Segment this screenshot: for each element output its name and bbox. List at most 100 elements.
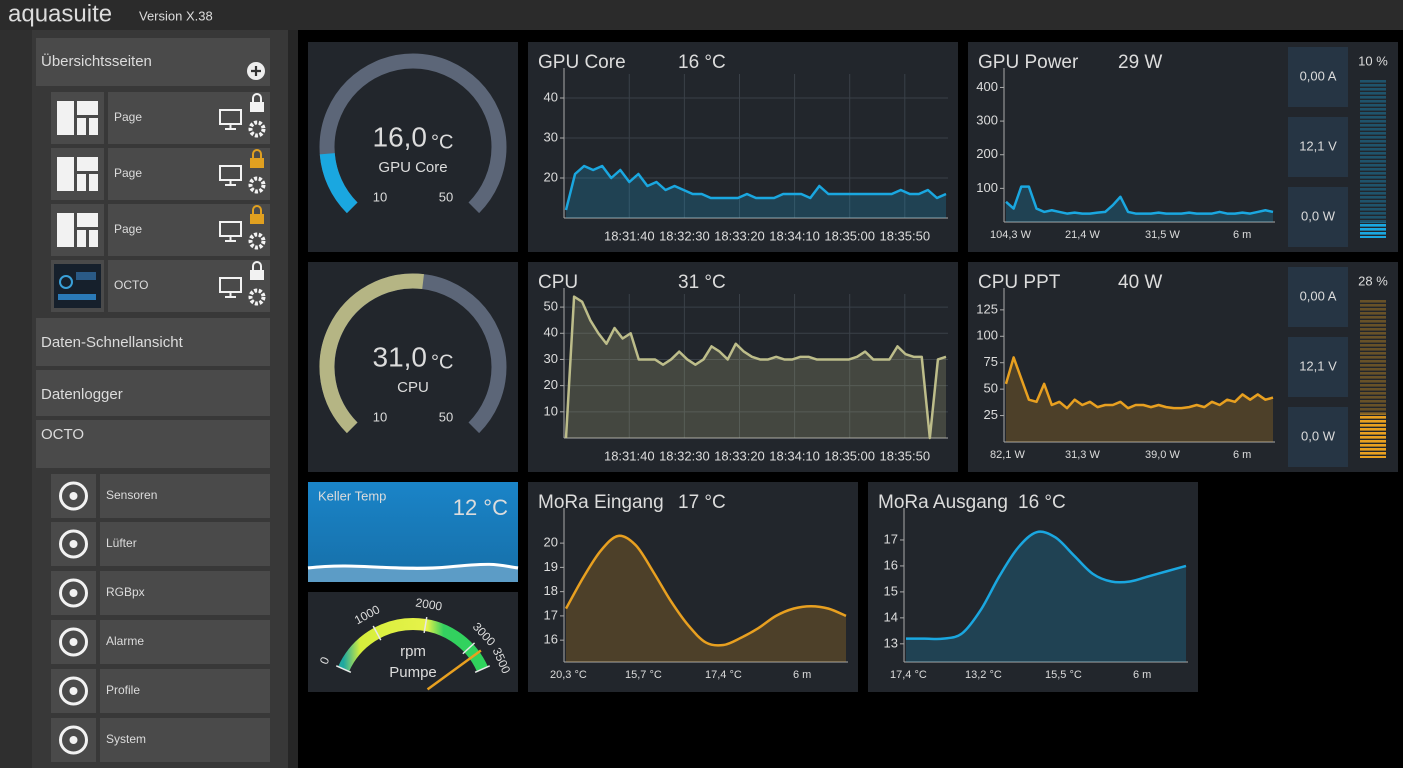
gauge-value-arc	[319, 273, 424, 434]
page-thumbnail	[59, 275, 73, 289]
x-tick-label: 18:32:30	[659, 228, 710, 243]
chart-title: GPU Power	[978, 52, 1079, 73]
current-value: 29 W	[1118, 52, 1162, 73]
y-tick-label: 20	[544, 377, 558, 392]
y-tick-label: 10	[544, 403, 558, 418]
gauge-max: 50	[439, 189, 453, 204]
page-item[interactable]	[108, 92, 270, 144]
device-label: Sensoren	[106, 488, 157, 502]
page-icon	[77, 157, 98, 171]
area-fill	[906, 531, 1186, 662]
x-tick-label: 18:33:20	[714, 448, 765, 463]
nav-item[interactable]	[36, 38, 270, 86]
chart-title: GPU Core	[538, 52, 626, 73]
add-icon-plus	[251, 66, 261, 76]
current-value: 16 °C	[1018, 492, 1066, 513]
page-icon	[77, 118, 86, 135]
monitor-stand	[225, 292, 236, 298]
device-icon	[69, 589, 78, 597]
device-icon	[69, 540, 78, 548]
device-label: System	[106, 732, 146, 746]
page-icon	[89, 118, 98, 135]
y-tick-label: 40	[544, 89, 558, 104]
load-fill	[1360, 222, 1386, 238]
readout-value: 0,0 W	[1301, 428, 1336, 443]
device-label: Lüfter	[106, 536, 137, 550]
widget-panel	[868, 482, 1198, 692]
page-item[interactable]	[108, 148, 270, 200]
gear-icon[interactable]	[248, 288, 266, 306]
page-item[interactable]	[108, 204, 270, 256]
load-track	[1360, 80, 1386, 238]
device-item[interactable]	[100, 669, 270, 713]
readout-box	[1288, 187, 1348, 247]
device-item[interactable]	[100, 718, 270, 762]
widget-panel	[308, 42, 518, 252]
sidebar-scrollbar	[288, 30, 298, 768]
device-icon	[59, 627, 88, 657]
device-icon	[69, 492, 78, 500]
stat-label: 20,3 °C	[550, 669, 587, 681]
device-item[interactable]	[100, 620, 270, 664]
page-item[interactable]	[108, 260, 270, 312]
y-tick-label: 14	[884, 609, 898, 624]
nav-item[interactable]	[36, 318, 270, 366]
readout-value: 0,0 W	[1301, 208, 1336, 223]
y-tick-label: 18	[544, 583, 558, 598]
load-label: 28 %	[1358, 273, 1388, 288]
y-tick-label: 19	[544, 559, 558, 574]
chart-title: MoRa Ausgang	[878, 492, 1008, 513]
y-tick-label: 25	[984, 407, 998, 422]
device-item[interactable]	[100, 522, 270, 566]
y-tick-label: 20	[544, 169, 558, 184]
lock-icon[interactable]	[250, 214, 264, 224]
gear-icon[interactable]	[248, 176, 266, 194]
y-tick-label: 30	[544, 351, 558, 366]
device-item[interactable]	[100, 571, 270, 615]
x-tick-label: 18:34:10	[769, 228, 820, 243]
nav-item[interactable]	[36, 420, 270, 468]
page-label: OCTO	[114, 278, 148, 292]
nav-item[interactable]	[36, 370, 270, 416]
title-bar	[0, 0, 1403, 30]
gauge-track	[319, 53, 507, 214]
y-tick-label: 13	[884, 635, 898, 650]
x-tick-label: 18:34:10	[769, 448, 820, 463]
lock-icon[interactable]	[250, 270, 264, 280]
widget-panel	[528, 42, 958, 252]
stat-label: 104,3 W	[990, 229, 1032, 241]
gear-icon[interactable]	[248, 120, 266, 138]
gear-icon[interactable]	[248, 232, 266, 250]
device-item[interactable]	[100, 474, 270, 518]
device-label: Alarme	[106, 634, 144, 648]
gauge-value: 31,0	[373, 341, 428, 372]
y-tick-label: 75	[984, 354, 998, 369]
lock-icon[interactable]	[250, 102, 264, 112]
page-icon	[77, 230, 86, 247]
readout-box	[1288, 47, 1348, 107]
readout-value: 12,1 V	[1299, 138, 1337, 153]
dial-tick	[423, 617, 428, 634]
widget-panel	[528, 262, 958, 472]
app-version: Version X.38	[139, 8, 213, 23]
page-icon	[57, 101, 74, 135]
stat-label: 21,4 W	[1065, 229, 1100, 241]
y-tick-label: 20	[544, 535, 558, 550]
page-icon	[77, 213, 98, 227]
lock-icon[interactable]	[250, 158, 264, 168]
dial-needle	[426, 649, 482, 691]
nav-label: OCTO	[41, 426, 84, 443]
x-tick-label: 18:35:50	[879, 448, 930, 463]
y-tick-label: 17	[544, 607, 558, 622]
widget-panel	[308, 262, 518, 472]
widget-panel	[528, 482, 858, 692]
data-line	[1004, 356, 1274, 410]
sidebar-strip	[0, 30, 32, 768]
readout-box	[1288, 337, 1348, 397]
x-tick-label: 18:35:50	[879, 228, 930, 243]
chart-title: CPU	[538, 272, 578, 293]
dial-label: Pumpe	[389, 664, 437, 681]
y-tick-label: 400	[976, 79, 998, 94]
device-icon	[69, 736, 78, 744]
